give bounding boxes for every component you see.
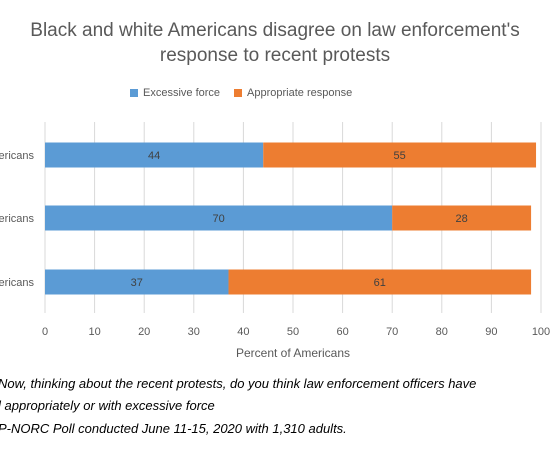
data-label-appropriate-response-1: 55 (394, 150, 406, 162)
legend-item-excessive-force: Excessive force (130, 87, 220, 99)
x-tick-label-90: 90 (485, 326, 497, 338)
category-label-1: mericans (0, 150, 34, 162)
category-label-2: mericans (0, 213, 34, 225)
legend-swatch-excessive-force (130, 89, 138, 97)
x-tick-label-50: 50 (287, 326, 299, 338)
x-tick-label-70: 70 (386, 326, 398, 338)
x-tick-label-100: 100 (532, 326, 550, 338)
bar-appropriate-response-1 (263, 142, 537, 168)
legend-swatch-appropriate-response (234, 89, 243, 97)
x-axis-title: Percent of Americans (236, 346, 350, 360)
footnote-line-2: l appropriately or with excessive force (0, 398, 215, 413)
bar-appropriate-response-3 (228, 269, 532, 295)
data-label-excessive-force-2: 70 (212, 213, 224, 225)
data-label-appropriate-response-2: 28 (456, 213, 468, 225)
footnote-line-3: P-NORC Poll conducted June 11-15, 2020 w… (0, 421, 347, 436)
x-tick-label-60: 60 (336, 326, 348, 338)
legend-item-appropriate-response: Appropriate response (234, 87, 352, 99)
x-tick-label-10: 10 (88, 326, 100, 338)
data-label-excessive-force-3: 37 (131, 277, 143, 289)
x-tick-label-30: 30 (188, 326, 200, 338)
bar-excessive-force-3 (45, 269, 229, 295)
x-tick-label-80: 80 (436, 326, 448, 338)
legend: Excessive force Appropriate response (130, 87, 366, 99)
chart-title-line-2: response to recent protests (159, 45, 391, 66)
x-tick-label-40: 40 (237, 326, 249, 338)
legend-label-appropriate-response: Appropriate response (247, 87, 353, 99)
x-tick-label-20: 20 (138, 326, 150, 338)
chart-title: Black and white Americans disagree on la… (0, 18, 550, 68)
chart-title-line-1: Black and white Americans disagree on la… (30, 20, 520, 41)
data-label-excessive-force-1: 44 (148, 150, 160, 162)
x-tick-label-0: 0 (42, 326, 48, 338)
bar-excessive-force-2 (45, 205, 393, 231)
category-label-3: mericans (0, 277, 34, 289)
bar-excessive-force-1 (45, 142, 264, 168)
bar-appropriate-response-2 (392, 205, 532, 231)
data-label-appropriate-response-3: 61 (374, 277, 386, 289)
footnote-line-1: Now, thinking about the recent protests,… (0, 376, 477, 391)
legend-label-excessive-force: Excessive force (143, 87, 221, 99)
